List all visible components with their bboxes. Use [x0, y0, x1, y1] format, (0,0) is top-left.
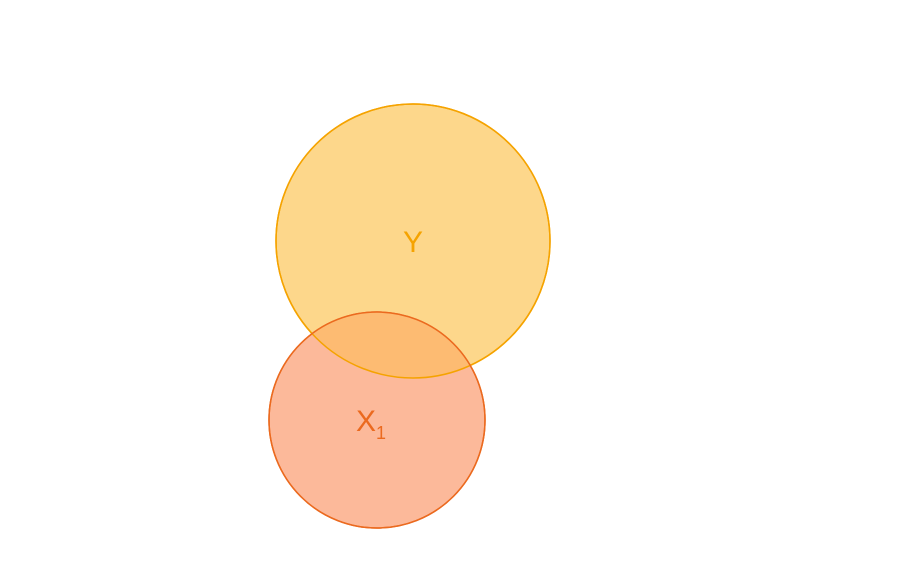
set-x1-label-main: X: [356, 405, 376, 438]
set-y-outline: [275, 103, 551, 379]
set-x1-label-subscript: 1: [376, 423, 386, 443]
set-y-label: Y: [403, 226, 423, 259]
set-x1-outline: [268, 311, 486, 529]
set-x1-label: X1: [356, 405, 386, 443]
